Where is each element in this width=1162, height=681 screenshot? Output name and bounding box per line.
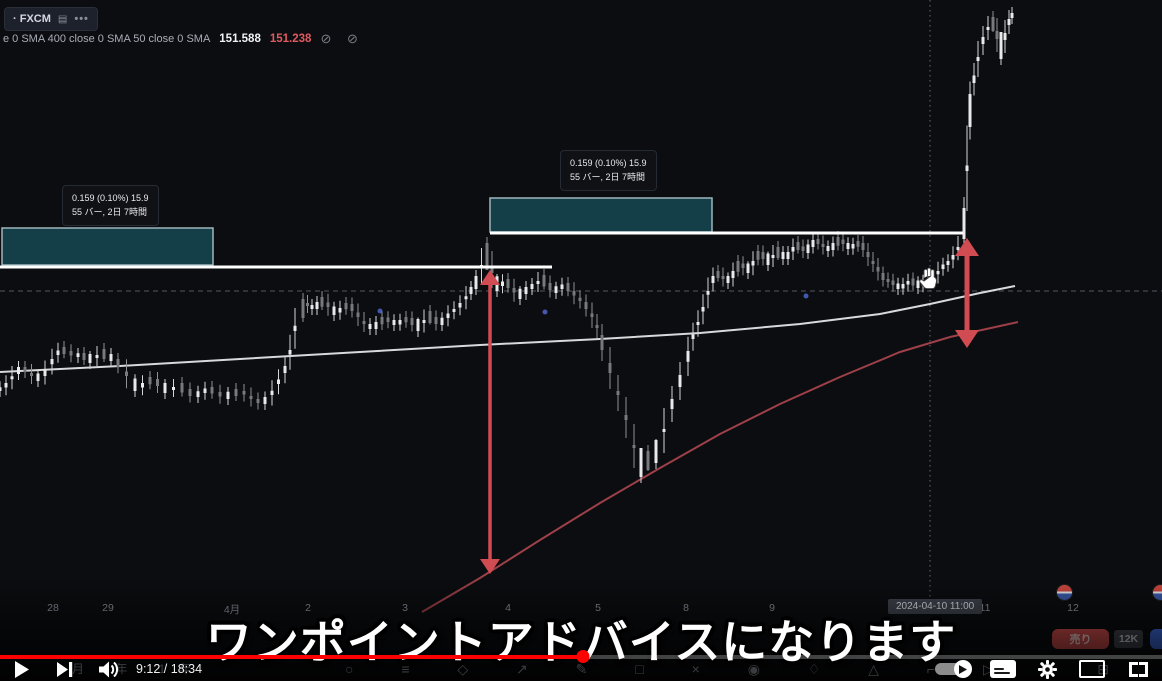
us-flag-event-icon[interactable] <box>1056 584 1073 601</box>
bar-chart-icon: ▤ <box>57 13 68 25</box>
measure-tooltip: 0.159 (0.10%) 15.9 55 バー, 2日 7時間 <box>560 150 657 191</box>
time-axis-label: 28 <box>47 602 59 614</box>
volume-icon[interactable] <box>99 657 122 681</box>
measure-value: 0.159 (0.10%) 15.9 <box>72 193 149 203</box>
arrow-head-up <box>955 238 979 256</box>
indicator-legend: e 0 SMA 400 close 0 SMA 50 close 0 SMA 1… <box>3 31 364 47</box>
measure-value: 0.159 (0.10%) 15.9 <box>570 158 647 168</box>
measure-duration: 55 バー, 2日 7時間 <box>570 172 646 183</box>
measure-tooltip: 0.159 (0.10%) 15.9 55 バー, 2日 7時間 <box>62 185 159 226</box>
circle-slash-icons[interactable]: ⊘ ⊘ <box>320 31 364 46</box>
sma-legend-text: e 0 SMA 400 close 0 SMA 50 close 0 SMA <box>3 33 211 45</box>
player-controls: 9:12 / 18:34 <box>0 657 1162 681</box>
supply-zone-rect <box>1 227 214 266</box>
more-options-icon[interactable]: ••• <box>74 13 89 25</box>
time-display: 9:12 / 18:34 <box>136 662 203 676</box>
sma-white-line <box>0 285 1016 373</box>
price-change-value: 151.238 <box>269 33 312 45</box>
play-button[interactable] <box>14 657 29 681</box>
us-flag-event-icon[interactable] <box>1152 584 1162 601</box>
candles-layer <box>0 7 1014 483</box>
indicator-dot <box>377 308 383 314</box>
miniplayer-icon[interactable] <box>1079 660 1105 678</box>
fullscreen-icon[interactable] <box>1129 661 1148 677</box>
buy-button[interactable] <box>1150 629 1162 649</box>
hand-cursor-icon <box>917 266 941 297</box>
subtitles-icon[interactable] <box>990 660 1016 678</box>
time-axis-label: 29 <box>102 602 114 614</box>
settings-gear-icon[interactable] <box>1038 657 1057 681</box>
autoplay-toggle[interactable] <box>935 660 972 678</box>
arrow-head-down <box>480 559 500 574</box>
price-value: 151.588 <box>219 33 261 45</box>
next-button[interactable] <box>57 657 73 681</box>
symbol-label: · FXCM <box>13 13 51 25</box>
spread-badge: 12K <box>1114 630 1143 648</box>
sell-button[interactable]: 売り <box>1052 629 1109 649</box>
sma-red-line <box>421 321 1019 613</box>
symbol-tab[interactable]: · FXCM ▤ ••• <box>4 7 98 31</box>
supply-zone-rect <box>489 197 713 233</box>
time-axis-label: 12 <box>1067 602 1079 614</box>
measure-duration: 55 バー, 2日 7時間 <box>72 207 148 218</box>
indicator-dot <box>542 309 548 315</box>
arrow-head-up <box>480 270 500 285</box>
indicator-dot <box>803 293 809 299</box>
arrow-head-down <box>955 330 979 348</box>
